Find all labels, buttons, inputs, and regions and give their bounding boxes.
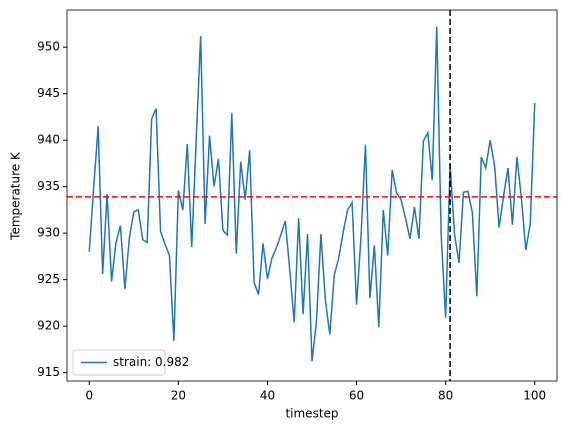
y-tick-label: 930 bbox=[37, 226, 60, 240]
data-line bbox=[88, 26, 536, 362]
y-tick-label: 940 bbox=[37, 133, 60, 147]
x-tick-label: 100 bbox=[523, 389, 546, 403]
x-tick-label: 20 bbox=[171, 389, 186, 403]
legend-box bbox=[72, 349, 166, 376]
y-tick-label: 950 bbox=[37, 40, 60, 54]
x-tick-label: 40 bbox=[260, 389, 275, 403]
y-tick-label: 925 bbox=[37, 272, 60, 286]
y-tick-label: 935 bbox=[37, 179, 60, 193]
x-tick-label: 60 bbox=[349, 389, 364, 403]
x-tick-label: 80 bbox=[438, 389, 453, 403]
x-tick-label: 0 bbox=[85, 389, 93, 403]
y-tick-label: 920 bbox=[37, 319, 60, 333]
plot-frame bbox=[66, 9, 558, 382]
y-tick-label: 915 bbox=[37, 365, 60, 379]
y-tick-label: 945 bbox=[37, 86, 60, 100]
y-axis-label: Temperature K bbox=[9, 151, 23, 241]
x-axis-label: timestep bbox=[285, 407, 338, 421]
legend-label: strain: 0.982 bbox=[113, 355, 189, 369]
